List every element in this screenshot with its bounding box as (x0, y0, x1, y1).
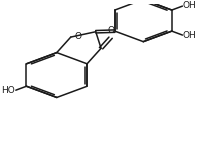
Text: OH: OH (183, 1, 197, 10)
Text: O: O (108, 26, 115, 35)
Text: HO: HO (1, 86, 15, 95)
Text: O: O (75, 32, 82, 41)
Text: OH: OH (183, 31, 197, 40)
